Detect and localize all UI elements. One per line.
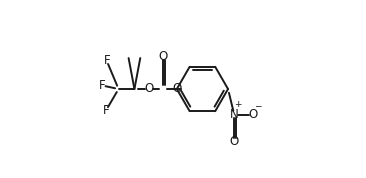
Text: O: O: [248, 108, 257, 121]
Text: F: F: [103, 104, 109, 117]
Text: +: +: [234, 100, 242, 109]
Text: O: O: [158, 50, 168, 63]
Text: O: O: [145, 82, 154, 96]
Text: O: O: [229, 135, 239, 148]
Text: F: F: [103, 54, 110, 67]
Text: F: F: [99, 79, 105, 92]
Text: −: −: [254, 102, 261, 111]
Text: N: N: [230, 108, 239, 121]
Text: O: O: [173, 82, 182, 96]
